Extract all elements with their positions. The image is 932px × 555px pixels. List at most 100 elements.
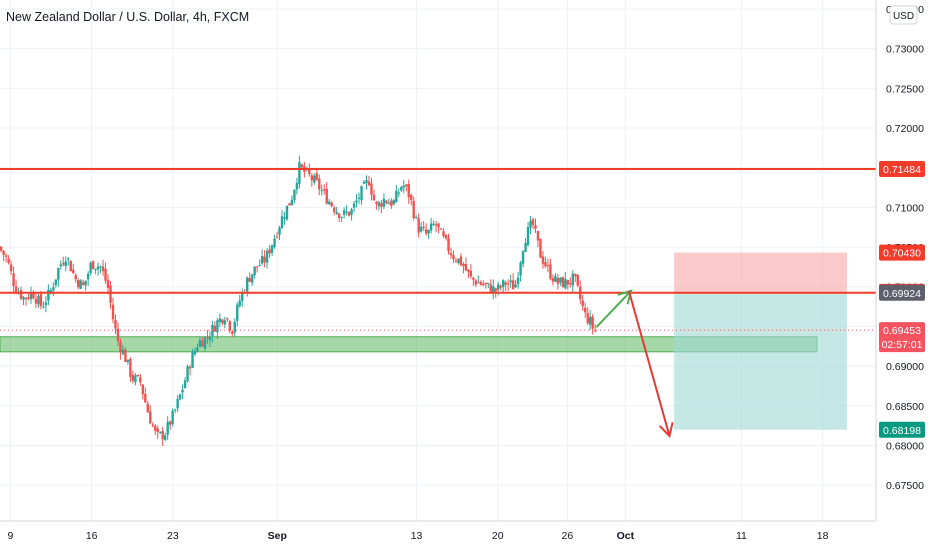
candle	[109, 281, 112, 309]
candle-body	[372, 194, 376, 201]
candle-body	[377, 202, 381, 207]
candle-body	[355, 200, 358, 203]
candle	[258, 259, 261, 267]
candle-body	[429, 223, 433, 231]
candle	[126, 359, 130, 365]
currency-badge-box	[889, 5, 918, 25]
candle-body	[541, 256, 545, 264]
candle	[114, 314, 117, 335]
candle	[54, 279, 58, 288]
candle	[444, 234, 448, 241]
candle	[193, 347, 197, 357]
candle	[176, 395, 179, 413]
y-tick-label: 0.72000	[886, 123, 924, 135]
candle-body	[447, 237, 450, 251]
candle	[397, 188, 401, 198]
candle-body	[511, 280, 515, 290]
candle	[278, 225, 281, 241]
candle	[449, 247, 453, 259]
candle-body	[298, 162, 301, 184]
candle	[400, 185, 403, 192]
price-label-box	[879, 244, 925, 261]
candle-body	[0, 246, 3, 251]
candle-body	[62, 263, 65, 265]
candle-body	[161, 430, 164, 440]
candle-body	[144, 393, 147, 403]
candle-body	[126, 359, 130, 362]
y-tick-label: 0.67500	[886, 480, 924, 492]
candle-body	[499, 285, 502, 288]
candle	[129, 357, 132, 383]
candle-body	[492, 286, 495, 293]
candle-body	[156, 428, 159, 433]
candle-body	[171, 410, 174, 425]
candle-body	[213, 325, 217, 332]
candle-body	[390, 200, 393, 207]
candle	[402, 179, 405, 193]
candle-body	[37, 295, 40, 305]
x-tick-label: Oct	[617, 530, 635, 542]
chart-title: New Zealand Dollar / U.S. Dollar, 4h, FX…	[6, 10, 250, 24]
candle	[263, 250, 266, 268]
y-tick-label: 0.72500	[886, 83, 924, 95]
candle-body	[546, 265, 550, 267]
candle-body	[554, 275, 557, 282]
candle-body	[593, 330, 597, 332]
candle	[492, 279, 495, 300]
candle-body	[221, 319, 224, 324]
candle	[216, 318, 219, 339]
candle-body	[591, 316, 594, 329]
candle-body	[313, 175, 316, 183]
candle-body	[288, 203, 291, 206]
green-arrow-head	[617, 289, 633, 305]
candle	[308, 163, 311, 177]
candle	[559, 277, 562, 286]
candle-body	[124, 349, 127, 362]
candle-body	[129, 358, 132, 377]
candle-body	[186, 366, 189, 382]
candle-body	[295, 182, 299, 190]
price-label-box	[879, 160, 925, 177]
price-label-text: 0.70430	[883, 248, 921, 260]
candle	[340, 216, 343, 223]
candle	[511, 273, 515, 290]
candle	[390, 198, 393, 209]
candle-body	[345, 211, 348, 213]
candle	[372, 189, 376, 201]
candle-body	[280, 216, 284, 229]
candle	[377, 200, 381, 211]
x-tick-label: 9	[8, 530, 14, 542]
candle	[121, 345, 125, 356]
candle	[561, 276, 565, 288]
candle-body	[241, 291, 244, 301]
candle-body	[325, 189, 328, 204]
candle-body	[201, 340, 204, 347]
candle	[39, 290, 43, 310]
candle	[367, 175, 371, 187]
candle	[178, 393, 182, 401]
candle-body	[4, 255, 8, 257]
y-tick-label: 0.73000	[886, 44, 924, 56]
candle	[489, 279, 492, 294]
candle	[268, 245, 271, 258]
candle	[163, 433, 167, 442]
candle-body	[136, 375, 140, 377]
candle-body	[134, 375, 137, 383]
candle-body	[250, 274, 254, 283]
candle	[382, 193, 386, 210]
candle-body	[536, 231, 540, 241]
candle	[273, 234, 276, 249]
price-label: 0.71484	[879, 160, 925, 177]
candle-body	[218, 318, 222, 323]
candle-body	[335, 211, 338, 214]
candle	[365, 175, 368, 190]
candle-body	[551, 278, 555, 282]
candle-body	[109, 285, 112, 303]
candle	[417, 213, 420, 238]
candle-body	[419, 226, 423, 232]
candle	[241, 288, 244, 307]
candle	[318, 174, 321, 196]
candle-body	[534, 225, 537, 229]
